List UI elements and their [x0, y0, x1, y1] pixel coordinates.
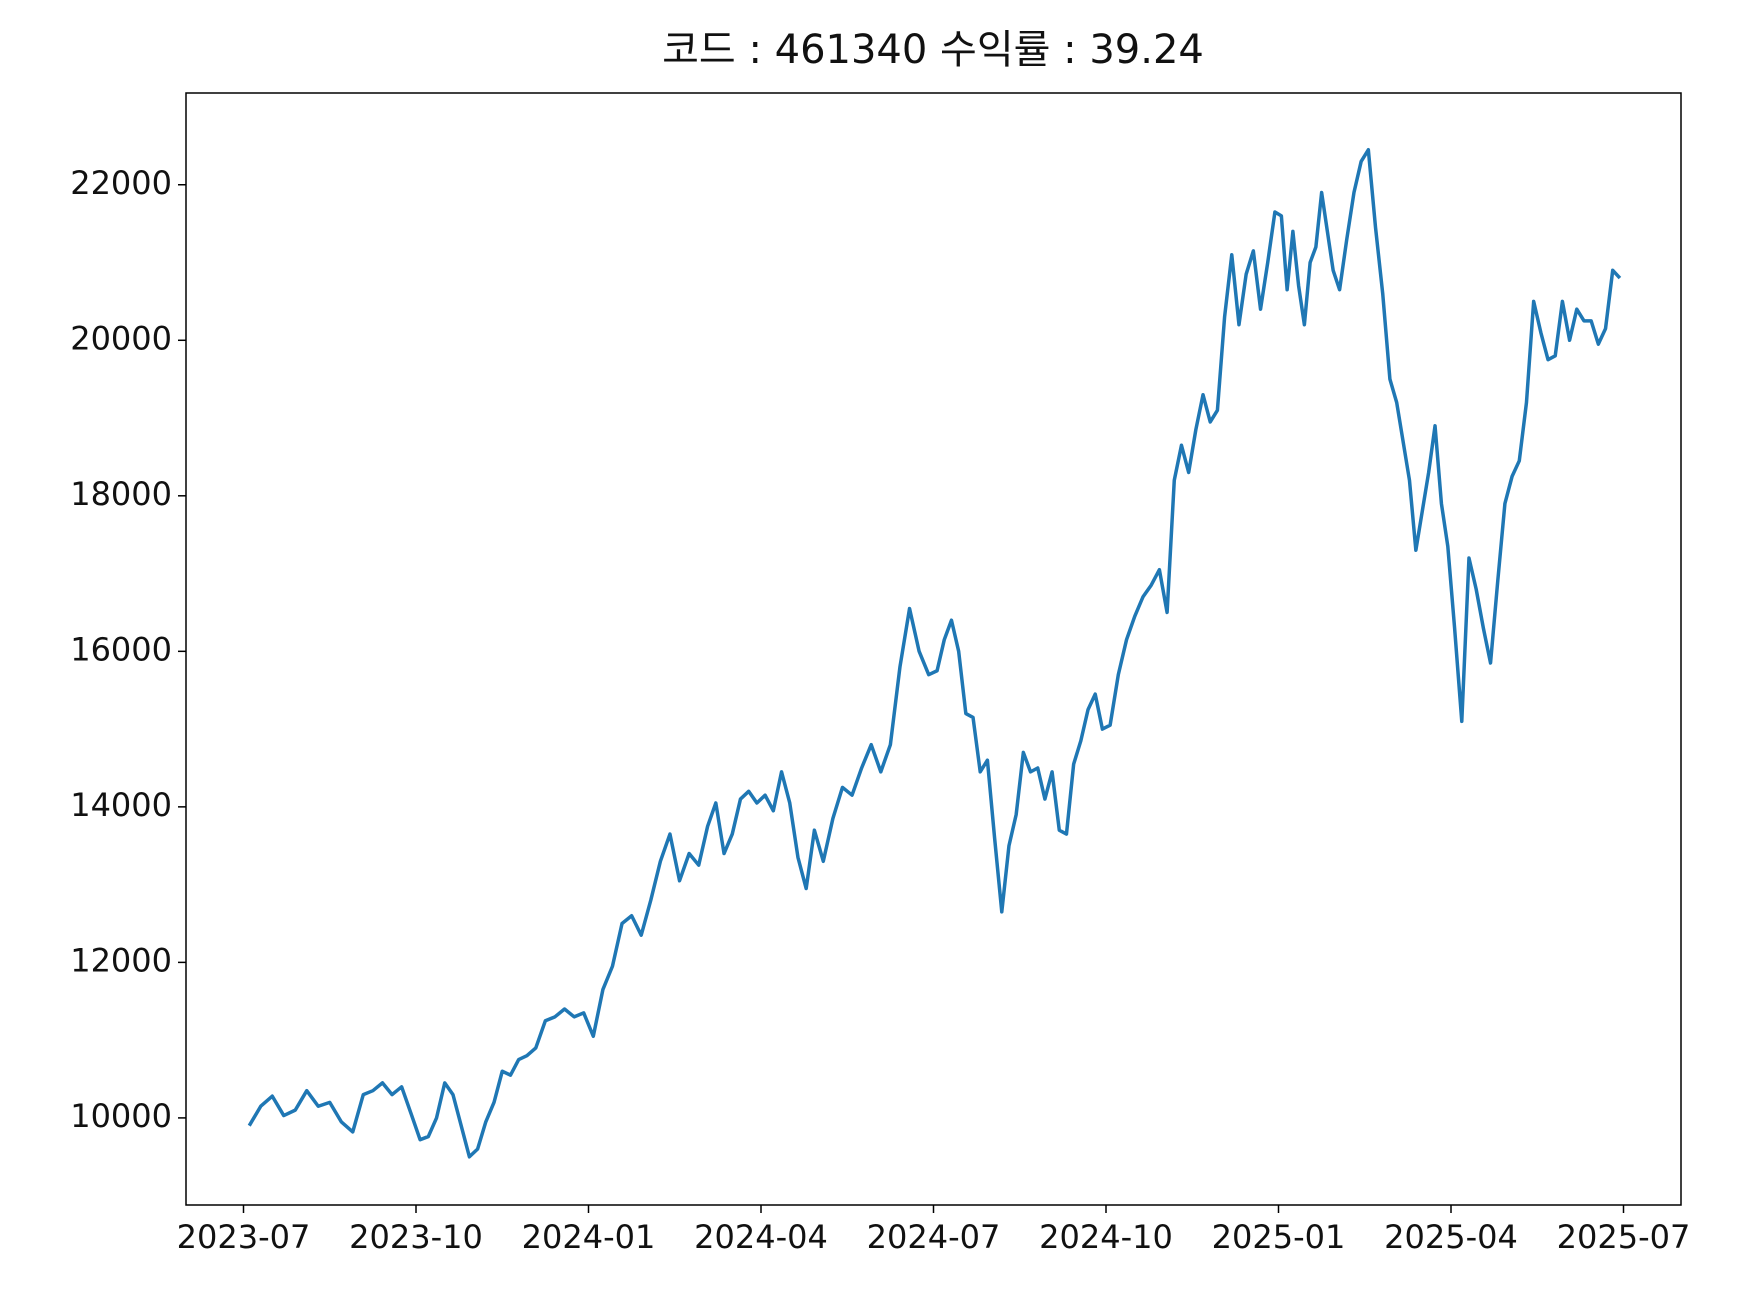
x-tick-label: 2023-07: [177, 1218, 311, 1256]
chart-title: 코드 : 461340 수익률 : 39.24: [662, 27, 1204, 73]
x-tick-label: 2025-04: [1384, 1218, 1518, 1256]
y-tick-label: 12000: [70, 941, 172, 979]
x-tick-label: 2024-04: [694, 1218, 828, 1256]
y-tick-label: 14000: [70, 786, 172, 824]
y-tick-label: 20000: [70, 319, 172, 357]
x-tick-label: 2024-07: [867, 1218, 1001, 1256]
plot-frame: [185, 92, 1682, 1206]
y-tick-label: 18000: [70, 475, 172, 513]
y-tick-label: 22000: [70, 164, 172, 202]
x-tick-label: 2025-01: [1212, 1218, 1346, 1256]
x-tick-label: 2024-10: [1039, 1218, 1173, 1256]
y-tick-label: 10000: [70, 1097, 172, 1135]
x-tick-label: 2025-07: [1557, 1218, 1691, 1256]
x-tick-label: 2024-01: [522, 1218, 656, 1256]
price-line: [247, 148, 1622, 1159]
y-tick-label: 16000: [70, 630, 172, 668]
x-tick-label: 2023-10: [349, 1218, 483, 1256]
